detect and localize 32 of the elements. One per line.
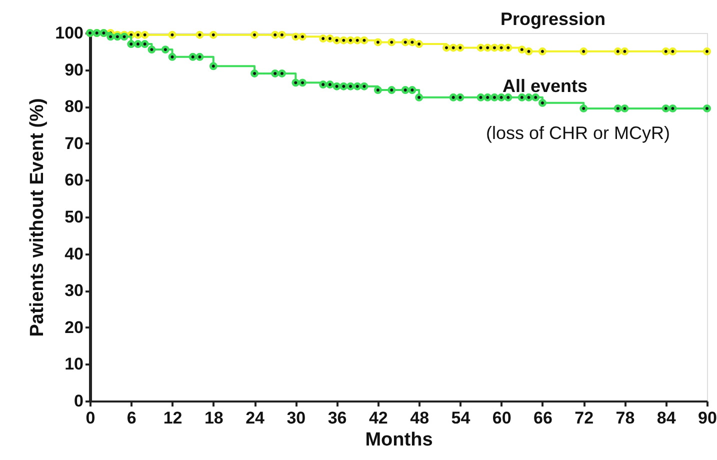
y-tick-label: 10 <box>64 354 84 374</box>
x-tick-label: 60 <box>492 408 512 428</box>
y-tick-label: 40 <box>64 244 84 264</box>
x-tick-label: 24 <box>246 408 266 428</box>
x-tick-label: 18 <box>204 408 224 428</box>
x-tick-label: 6 <box>126 408 136 428</box>
x-tick-label: 90 <box>698 408 717 428</box>
x-tick-label: 72 <box>574 408 594 428</box>
x-tick-label: 66 <box>534 408 552 428</box>
x-tick-label: 54 <box>451 408 471 428</box>
x-tick-label: 12 <box>163 408 182 428</box>
x-axis-title: Months <box>365 430 433 450</box>
y-tick-label: 0 <box>74 392 84 410</box>
x-tick-label: 84 <box>656 408 676 428</box>
x-tick-label: 78 <box>616 408 635 428</box>
y-tick-label: 70 <box>64 134 84 153</box>
y-tick-label: 100 <box>55 24 84 42</box>
x-tick-label: 36 <box>328 408 347 428</box>
y-tick-label: 60 <box>64 170 84 190</box>
series-label: Progression <box>500 9 606 29</box>
y-axis-title: Patients without Event (%) <box>27 98 48 337</box>
annotation: (loss of CHR or MCyR) <box>486 123 670 143</box>
y-tick-label: 50 <box>64 208 84 226</box>
series-label: All events <box>502 76 588 96</box>
y-tick-label: 30 <box>64 281 84 300</box>
x-tick-label: 0 <box>86 408 96 428</box>
y-tick-label: 80 <box>64 97 84 116</box>
x-tick-label: 30 <box>286 408 306 428</box>
x-tick-label: 48 <box>410 408 430 428</box>
y-tick-label: 20 <box>64 318 84 337</box>
y-tick-label: 90 <box>64 60 84 80</box>
x-tick-label: 42 <box>368 408 388 428</box>
